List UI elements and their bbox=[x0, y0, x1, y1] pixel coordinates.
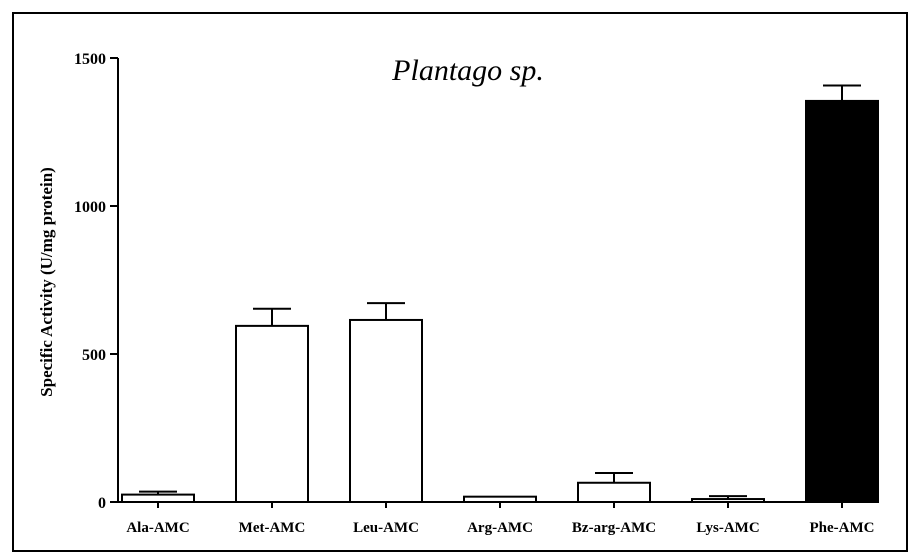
bar-leu-amc bbox=[349, 318, 423, 503]
bar-met-amc bbox=[235, 324, 309, 503]
bars-group bbox=[121, 99, 879, 504]
bar-bz-arg-amc bbox=[577, 481, 651, 504]
y-tick-label: 1500 bbox=[74, 51, 106, 68]
bar-ala-amc bbox=[121, 493, 195, 504]
chart-frame bbox=[12, 12, 908, 552]
x-tick-label: Phe-AMC bbox=[810, 520, 875, 536]
x-tick-label: Leu-AMC bbox=[353, 520, 419, 536]
x-tick-label: Bz-arg-AMC bbox=[572, 520, 656, 536]
error-bars-group bbox=[139, 84, 861, 500]
x-tick-label: Lys-AMC bbox=[696, 520, 759, 536]
y-tick-label: 1000 bbox=[74, 199, 106, 216]
bar-phe-amc bbox=[805, 99, 879, 503]
y-tick-label: 0 bbox=[98, 495, 106, 512]
bar-chart: Plantago sp. Specific Activity (U/mg pro… bbox=[37, 51, 879, 536]
x-tick-label: Ala-AMC bbox=[126, 520, 189, 536]
x-tick-label: Met-AMC bbox=[239, 520, 306, 536]
x-tick-label: Arg-AMC bbox=[467, 520, 533, 536]
chart-title: Plantago sp. bbox=[391, 54, 544, 87]
y-axis-title: Specific Activity (U/mg protein) bbox=[37, 167, 56, 397]
axes-group bbox=[110, 57, 870, 508]
y-tick-label: 500 bbox=[82, 347, 106, 364]
labels-group: 0 500 1000 1500 Ala-AMC Met-AMC Leu-AMC Arg-AMC… bbox=[74, 51, 874, 536]
